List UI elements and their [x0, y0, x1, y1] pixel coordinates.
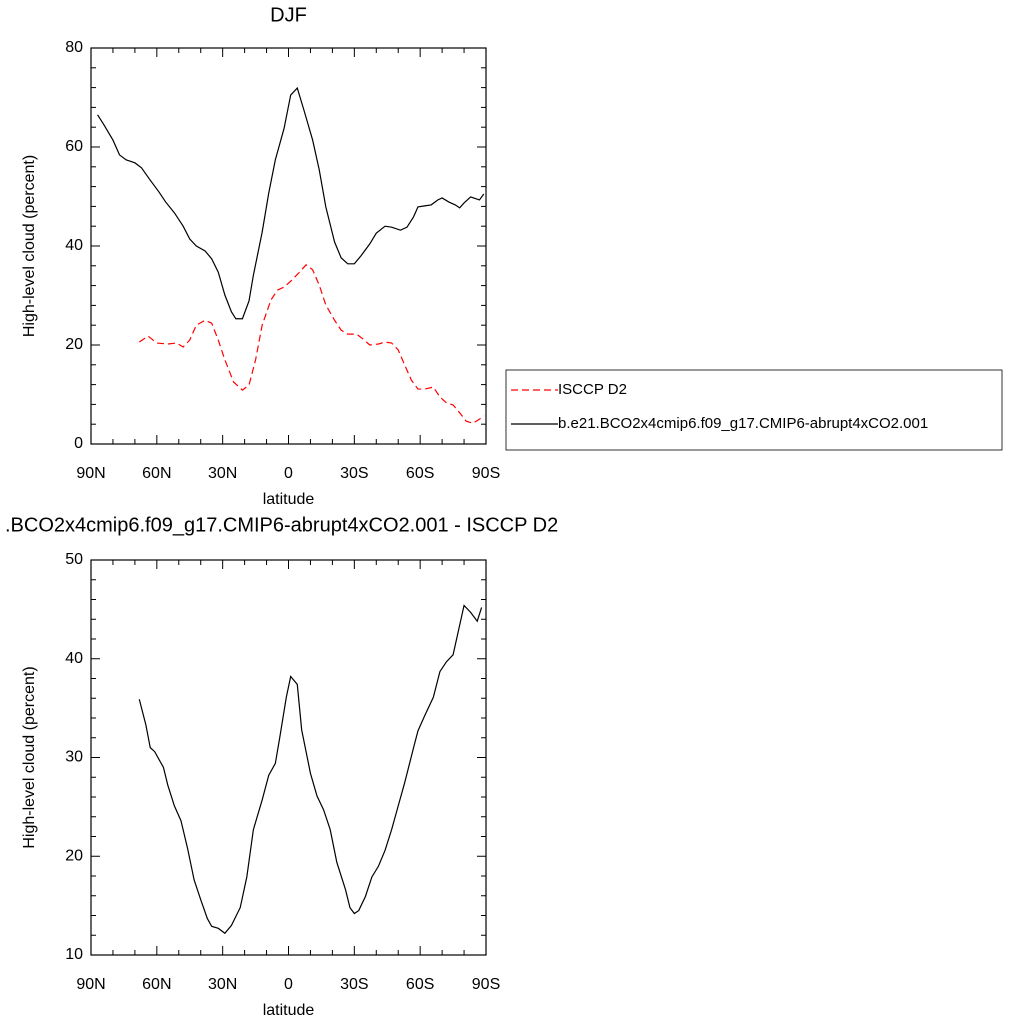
x-tick-label: 60S	[406, 976, 434, 993]
data-line	[138, 263, 485, 424]
x-axis-label: latitude	[263, 491, 315, 508]
x-tick-label: 90N	[76, 976, 105, 993]
x-axis-label: latitude	[263, 1002, 315, 1019]
legend-label: b.e21.BCO2x4cmip6.f09_g17.CMIP6-abrupt4x…	[558, 415, 928, 432]
y-tick-label: 40	[65, 650, 83, 667]
y-tick-label: 0	[74, 435, 83, 452]
y-tick-label: 50	[65, 551, 83, 568]
y-tick-label: 80	[65, 39, 83, 56]
x-tick-label: 90S	[472, 976, 500, 993]
y-tick-label: 20	[65, 336, 83, 353]
chart-title: .BCO2x4cmip6.f09_g17.CMIP6-abrupt4xCO2.0…	[5, 514, 558, 536]
plot-frame	[90, 559, 487, 956]
chart-title: DJF	[270, 4, 307, 26]
x-tick-label: 60N	[142, 465, 171, 482]
y-axis-label: High-level cloud (percent)	[21, 666, 38, 848]
x-tick-label: 90N	[76, 465, 105, 482]
y-tick-label: 60	[65, 138, 83, 155]
x-tick-label: 60S	[406, 465, 434, 482]
y-tick-label: 40	[65, 237, 83, 254]
x-tick-label: 0	[284, 976, 293, 993]
legend-label: ISCCP D2	[558, 381, 627, 398]
y-axis-label: High-level cloud (percent)	[21, 155, 38, 337]
x-tick-label: 30S	[340, 976, 368, 993]
data-line	[138, 604, 483, 935]
x-tick-label: 30N	[208, 976, 237, 993]
data-line	[97, 86, 485, 320]
x-tick-label: 60N	[142, 976, 171, 993]
x-tick-label: 30S	[340, 465, 368, 482]
legend-box	[505, 369, 1003, 451]
y-tick-label: 30	[65, 749, 83, 766]
y-tick-label: 10	[65, 946, 83, 963]
x-tick-label: 90S	[472, 465, 500, 482]
y-tick-label: 20	[65, 847, 83, 864]
x-tick-label: 0	[284, 465, 293, 482]
x-tick-label: 30N	[208, 465, 237, 482]
